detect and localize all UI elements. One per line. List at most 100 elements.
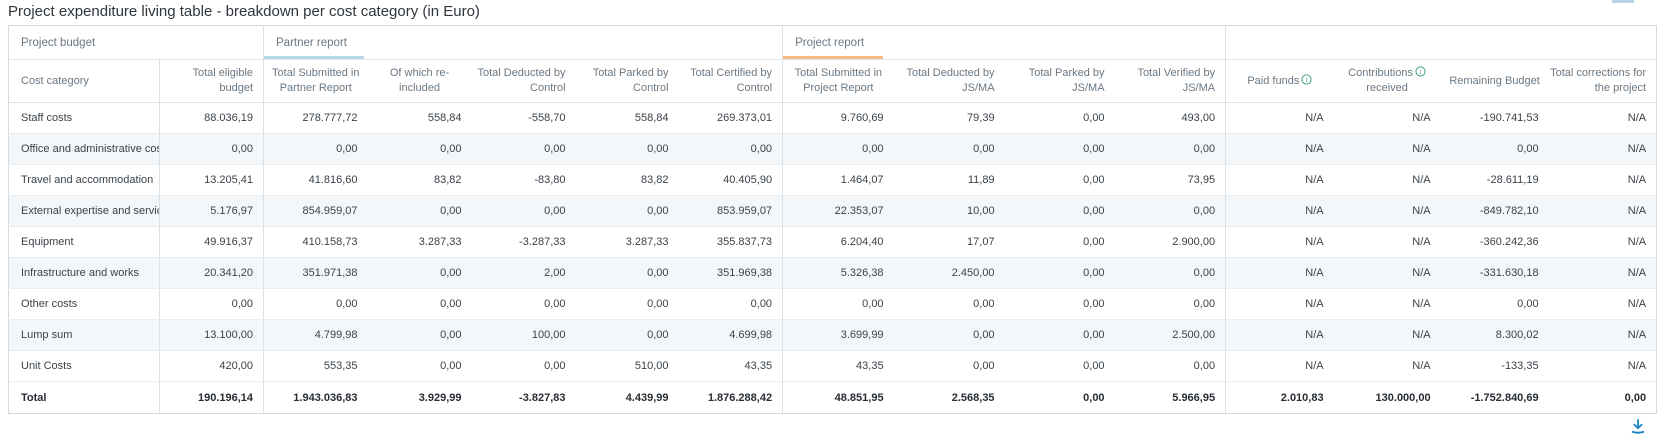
table-cell: 41.816,60 [263, 164, 368, 196]
window-corner-fragment [1612, 0, 1634, 3]
column-header-label: Total Submitted in [794, 67, 883, 80]
table-cell: 553,35 [263, 350, 368, 382]
table-cell: N/A [1548, 195, 1657, 227]
table-cell: 0,00 [678, 133, 783, 165]
table-cell: 2.900,00 [1114, 226, 1226, 258]
table-cell: N/A [1333, 226, 1441, 258]
table-cell: 0,00 [263, 288, 368, 320]
group-indicator [783, 56, 884, 59]
table-cell: 0,00 [1004, 350, 1115, 382]
column-header-label: Total corrections for [1550, 67, 1647, 80]
column-header-total-verified-by-js-ma: Total Verified by JS/MA [1114, 59, 1226, 103]
table-cell: 0,00 [471, 133, 576, 165]
table-cell: 13.100,00 [158, 319, 264, 351]
download-icon [1631, 419, 1645, 434]
table-cell: 558,84 [575, 102, 679, 134]
table-cell: 5.176,97 [158, 195, 264, 227]
table-cell: 0,00 [263, 133, 368, 165]
column-header-total-parked-by-js-ma: Total Parked by JS/MA [1004, 59, 1115, 103]
table-cell: 351.969,38 [678, 257, 783, 289]
table-cell: N/A [1548, 164, 1657, 196]
table-cell: N/A [1548, 102, 1657, 134]
table-cell: 4.699,98 [678, 319, 783, 351]
table-cell: -3.827,83 [471, 381, 576, 414]
table-cell: 510,00 [575, 350, 679, 382]
table-cell: -3.287,33 [471, 226, 576, 258]
group-header-row: Project budget Partner report Project repo… [8, 25, 1657, 60]
table-cell: 10,00 [893, 195, 1005, 227]
table-cell: 0,00 [575, 288, 679, 320]
table-cell: 3.699,99 [782, 319, 894, 351]
row-category: Equipment [8, 226, 160, 258]
table-cell: N/A [1333, 164, 1441, 196]
table-cell: 410.158,73 [263, 226, 368, 258]
row-category: Total [8, 381, 160, 414]
table-cell: 0,00 [367, 288, 472, 320]
table-cell: 0,00 [1114, 195, 1226, 227]
expenditure-table: Project budget Partner report Project repo… [8, 25, 1658, 414]
table-cell: 3.287,33 [575, 226, 679, 258]
table-cell: 0,00 [1004, 257, 1115, 289]
column-header-total-submitted-in-project-report: Total Submitted in Project Report [782, 59, 894, 103]
column-header-total-deducted-by-js-ma: Total Deducted by JS/MA [893, 59, 1005, 103]
table-cell: 0,00 [1004, 288, 1115, 320]
info-icon[interactable]: i [1415, 66, 1426, 77]
table-row: Lump sum 13.100,00 4.799,98 0,00 100,00 0,00 4… [8, 319, 1657, 351]
group-header-label: Partner report [276, 36, 347, 49]
table-cell: N/A [1225, 350, 1334, 382]
table-cell: 43,35 [782, 350, 894, 382]
column-header-label: JS/MA [962, 82, 995, 94]
table-row: Other costs 0,00 0,00 0,00 0,00 0,00 0,00 0,00 0… [8, 288, 1657, 320]
column-header-label: Control [530, 82, 566, 94]
column-header-label: JS/MA [1182, 82, 1216, 94]
table-cell: 40.405,90 [678, 164, 783, 196]
column-header-label: Paid funds [1247, 74, 1300, 87]
row-category: Staff costs [8, 102, 160, 134]
table-cell: 48.851,95 [782, 381, 894, 414]
table-cell: N/A [1548, 257, 1657, 289]
column-header-total-deducted-by-control: Total Deducted by Control [471, 59, 576, 103]
table-cell: 43,35 [678, 350, 783, 382]
table-cell: 0,00 [367, 257, 472, 289]
table-cell: N/A [1225, 319, 1334, 351]
table-cell: 73,95 [1114, 164, 1226, 196]
column-header-total-submitted-in-partner-report: Total Submitted in Partner Report [263, 59, 368, 103]
table-cell: 0,00 [893, 350, 1005, 382]
table-cell: 0,00 [367, 350, 472, 382]
table-cell: 0,00 [1004, 195, 1115, 227]
group-header-label: Project budget [21, 36, 96, 49]
table-cell: N/A [1333, 102, 1441, 134]
table-cell: 83,82 [367, 164, 472, 196]
table-cell: N/A [1333, 257, 1441, 289]
expenditure-table-container: Project budget Partner report Project repo… [8, 25, 1658, 414]
table-cell: 4.439,99 [575, 381, 679, 414]
table-cell: 0,00 [367, 195, 472, 227]
table-cell: N/A [1225, 226, 1334, 258]
table-cell: N/A [1225, 288, 1334, 320]
column-header-total-eligible-budget: Total eligible budget [158, 59, 264, 103]
column-header-label: JS/MA [1072, 82, 1105, 94]
table-cell: 0,00 [1114, 288, 1226, 320]
column-header-of-which-re-included: Of which re-included [367, 59, 472, 103]
row-category: External expertise and services [8, 195, 160, 227]
table-cell: 1.464,07 [782, 164, 894, 196]
info-icon[interactable]: i [1301, 73, 1312, 85]
group-header-blank [1225, 25, 1657, 60]
table-cell: -558,70 [471, 102, 576, 134]
column-header-label: Total eligible budget [192, 67, 254, 94]
column-header-total-certified-by-control: Total Certified by Control [678, 59, 783, 103]
group-header-label: Project report [795, 36, 865, 49]
table-cell: N/A [1333, 288, 1441, 320]
download-button[interactable] [1629, 417, 1647, 435]
table-cell: 0,00 [1004, 226, 1115, 258]
column-header-label: Total Parked by [592, 67, 669, 80]
table-cell: N/A [1225, 257, 1334, 289]
table-cell: 0,00 [367, 319, 472, 351]
table-cell: 0,00 [1114, 350, 1226, 382]
table-cell: 190.196,14 [158, 381, 264, 414]
column-header-label: Cost category [21, 74, 89, 87]
column-header-label: Total Submitted in [272, 67, 360, 80]
table-cell: 0,00 [471, 195, 576, 227]
table-cell: -28.611,19 [1440, 164, 1549, 196]
column-header-paid-funds: Paid funds i [1225, 59, 1334, 103]
